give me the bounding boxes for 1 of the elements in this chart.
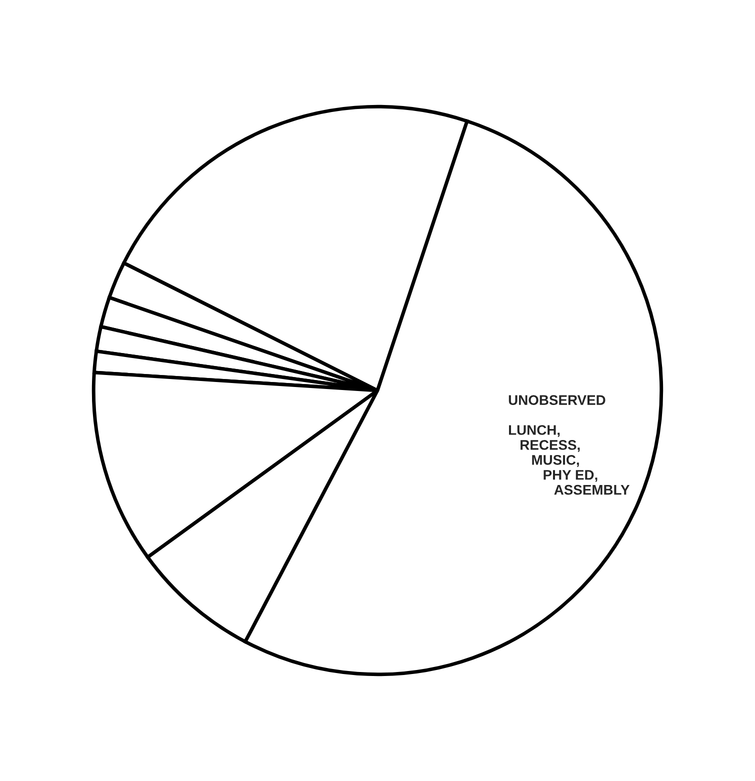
category-label: UNOBSERVED LUNCH, RECESS, MUSIC, PHY ED, ASSEMBLY — [508, 395, 630, 495]
